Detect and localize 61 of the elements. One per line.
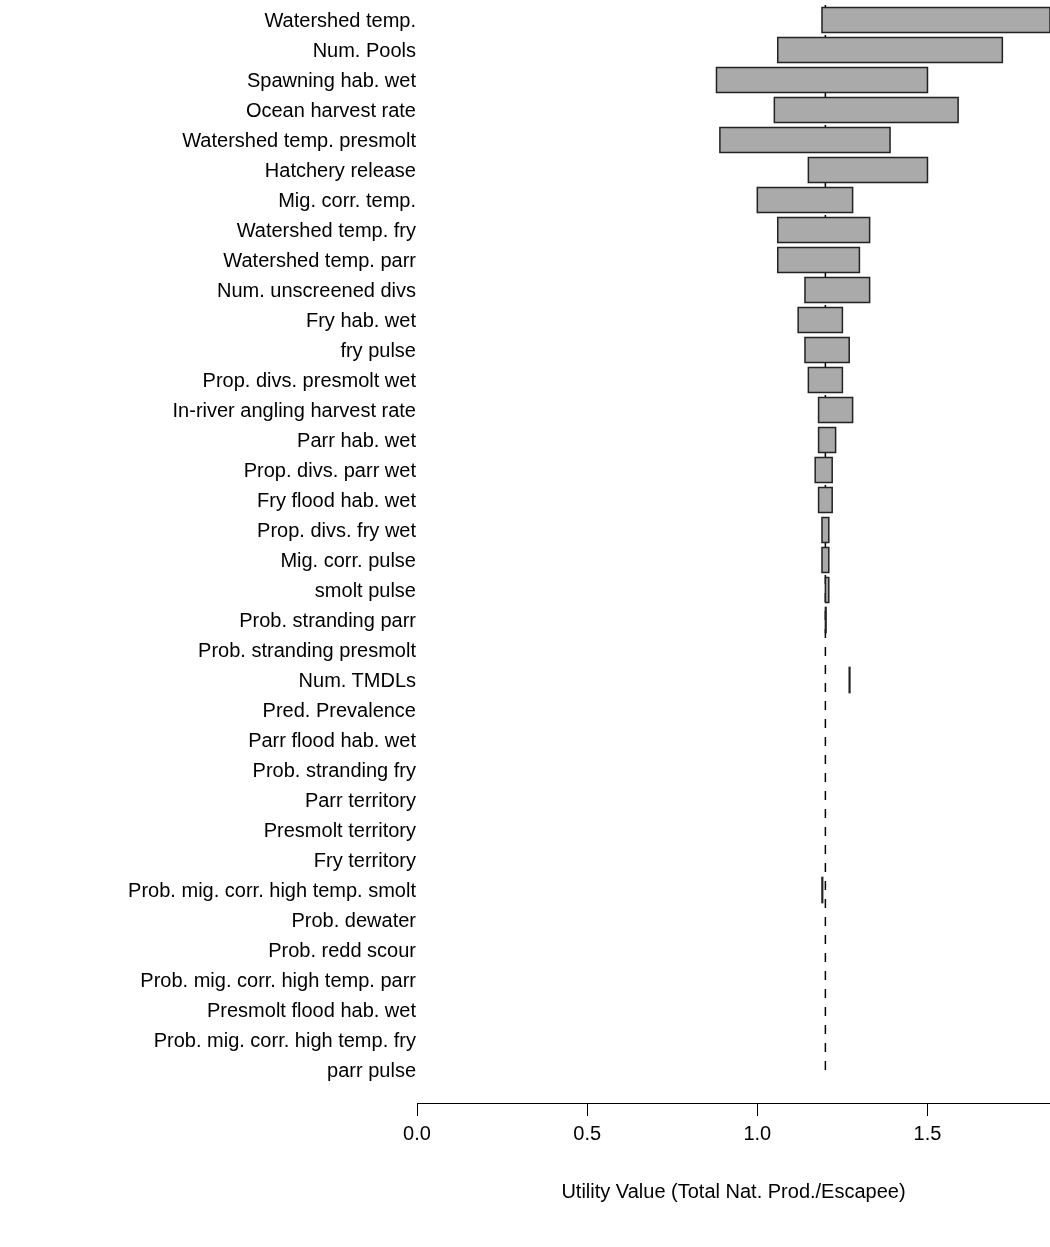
y-tick-label: smolt pulse — [314, 579, 416, 601]
y-tick-label: Presmolt territory — [263, 819, 416, 841]
y-tick-label: Prob. stranding parr — [239, 609, 417, 631]
y-tick-label: Mig. corr. pulse — [280, 549, 416, 571]
y-tick-label: Prob. redd scour — [268, 939, 417, 961]
y-tick-label: Presmolt flood hab. wet — [207, 999, 417, 1021]
bar — [804, 276, 871, 304]
y-tick-label: Parr territory — [304, 789, 416, 811]
y-tick-label: Fry territory — [313, 849, 416, 871]
y-tick-label: Watershed temp. — [264, 9, 416, 31]
bar — [817, 486, 833, 514]
y-tick-label: Prob. mig. corr. high temp. parr — [140, 969, 417, 991]
y-tick-label: Mig. corr. temp. — [278, 189, 416, 211]
y-tick-label: Prob. mig. corr. high temp. smolt — [128, 879, 417, 901]
y-tick-label: parr pulse — [327, 1059, 416, 1081]
y-tick-label: Watershed temp. fry — [236, 219, 416, 241]
bar — [807, 156, 929, 184]
x-axis-title: Utility Value (Total Nat. Prod./Escapee) — [561, 1179, 906, 1202]
bar — [804, 336, 850, 364]
bar — [821, 6, 1050, 34]
y-tick-label: Hatchery release — [264, 159, 416, 181]
x-tick-label: 0.0 — [403, 1122, 431, 1144]
y-tick-label: Spawning hab. wet — [246, 69, 417, 91]
x-tick-label: 1.0 — [743, 1122, 772, 1144]
y-tick-label: Ocean harvest rate — [245, 99, 416, 121]
y-tick-label: Prop. divs. fry wet — [257, 519, 417, 541]
bar — [773, 96, 959, 124]
y-tick-label: Prop. divs. presmolt wet — [202, 369, 417, 391]
y-tick-label: Prob. dewater — [291, 909, 417, 931]
y-tick-label: Watershed temp. presmolt — [182, 129, 417, 151]
y-tick-label: Parr flood hab. wet — [248, 729, 417, 751]
bar — [797, 306, 844, 334]
y-tick-label: Prob. mig. corr. high temp. fry — [153, 1029, 416, 1051]
y-tick-label: Num. Pools — [312, 39, 416, 61]
y-tick-label: Prop. divs. parr wet — [243, 459, 417, 481]
y-tick-label: Num. TMDLs — [298, 669, 416, 691]
y-tick-label: In-river angling harvest rate — [172, 399, 416, 421]
y-tick-label: Pred. Prevalence — [262, 699, 416, 721]
x-tick-label: 1.5 — [913, 1122, 942, 1144]
y-tick-label: Watershed temp. parr — [223, 249, 417, 271]
bar — [719, 126, 891, 154]
bar — [817, 396, 854, 424]
y-tick-label: Num. unscreened divs — [217, 279, 416, 301]
bar — [776, 246, 861, 274]
y-tick-label: Prob. stranding presmolt — [198, 639, 417, 661]
bar — [715, 66, 929, 94]
y-tick-label: Parr hab. wet — [297, 429, 417, 451]
bar — [776, 216, 871, 244]
bar — [824, 576, 830, 604]
bar — [776, 36, 1004, 64]
bar — [821, 546, 830, 574]
y-tick-label: fry pulse — [340, 339, 416, 361]
y-tick-label: Fry hab. wet — [305, 309, 417, 331]
y-tick-label: Prob. stranding fry — [252, 759, 416, 781]
bar — [756, 186, 854, 214]
bar — [817, 426, 837, 454]
y-tick-label: Fry flood hab. wet — [257, 489, 417, 511]
bar — [821, 516, 830, 544]
x-tick-label: 0.5 — [573, 1122, 602, 1144]
bar — [814, 456, 833, 484]
bar — [807, 366, 844, 394]
